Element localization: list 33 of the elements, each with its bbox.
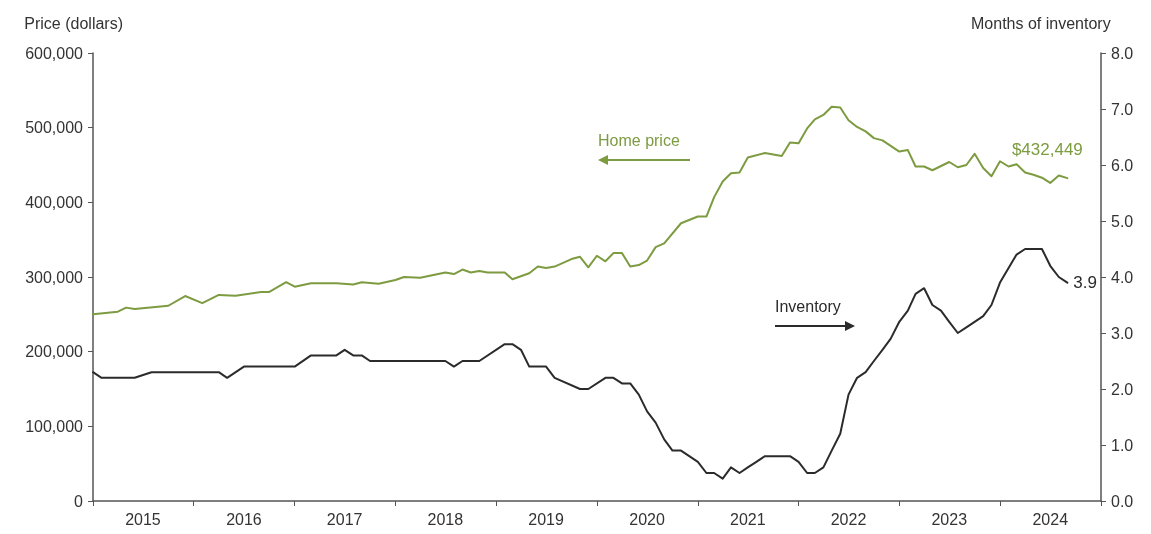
x-tick-label: 2016 — [226, 510, 262, 528]
x-tick-label: 2018 — [427, 510, 464, 528]
y2-tick-label: 0.0 — [1111, 492, 1134, 510]
data-label: $432,449 — [1011, 140, 1083, 160]
y2-tick-label: 1.0 — [1111, 436, 1134, 454]
y2-tick-label: 2.0 — [1111, 380, 1134, 398]
y-tick-label: 600,000 — [25, 44, 84, 62]
x-tick-label: 2022 — [830, 510, 867, 528]
x-tick-label: 2015 — [125, 510, 161, 528]
y-tick-label: 300,000 — [25, 268, 84, 286]
line-series — [92, 248, 1069, 480]
y-axis-title: Price (dollars) — [24, 14, 123, 32]
y-tick-label: 0 — [74, 492, 84, 510]
y2-tick-label: 7.0 — [1111, 100, 1134, 118]
data-label: 3.9 — [1073, 273, 1097, 293]
x-tick-label: 2019 — [528, 510, 564, 528]
y2-tick-label: 8.0 — [1111, 44, 1134, 62]
y2-tick-label: 4.0 — [1111, 268, 1134, 286]
y-tick-label: 400,000 — [25, 193, 84, 211]
x-tick-label: 2023 — [931, 510, 968, 528]
x-tick-label: 2017 — [326, 510, 363, 528]
y-tick-label: 200,000 — [25, 343, 84, 361]
x-tick-label: 2021 — [730, 510, 766, 528]
y2-tick-label: 6.0 — [1111, 156, 1134, 174]
text: Inventory — [775, 297, 841, 315]
y2-axis-title: Months of inventory — [971, 14, 1111, 32]
y-tick-label: 100,000 — [25, 417, 84, 435]
y2-tick-label: 3.0 — [1111, 324, 1134, 342]
text: Home price — [598, 131, 680, 149]
y-tick-label: 500,000 — [25, 119, 84, 137]
x-tick-label: 2020 — [629, 510, 665, 528]
y2-tick-label: 5.0 — [1111, 212, 1134, 230]
x-tick-label: 2024 — [1032, 510, 1069, 528]
